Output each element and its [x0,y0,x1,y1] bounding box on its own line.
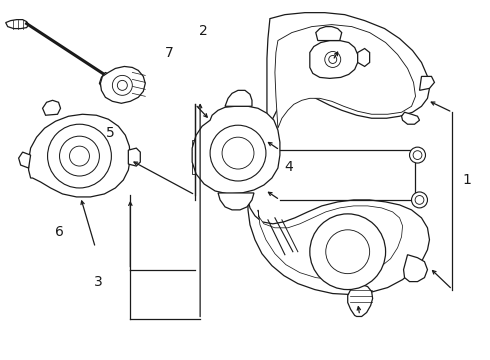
Polygon shape [218,193,254,210]
Polygon shape [404,255,427,282]
Text: 3: 3 [94,275,103,289]
Polygon shape [258,206,403,280]
Polygon shape [225,90,252,106]
Circle shape [222,137,254,169]
Circle shape [329,55,337,63]
Polygon shape [128,148,140,166]
Polygon shape [100,67,145,103]
Circle shape [112,75,132,95]
Polygon shape [6,20,28,28]
Circle shape [59,136,99,176]
Bar [192,164,208,174]
Bar [253,139,263,147]
Circle shape [70,146,90,166]
Polygon shape [192,106,280,194]
Circle shape [410,147,425,163]
Circle shape [415,195,424,204]
Polygon shape [267,13,429,148]
Polygon shape [316,27,342,41]
Text: 6: 6 [55,225,64,239]
Polygon shape [358,49,369,67]
Polygon shape [275,24,416,128]
Circle shape [325,51,341,67]
Bar [211,169,221,177]
Polygon shape [19,152,30,168]
Bar [252,159,262,167]
Circle shape [48,124,111,188]
Polygon shape [419,76,435,90]
Bar [235,179,245,187]
Polygon shape [28,114,130,197]
Circle shape [413,151,422,159]
Text: 4: 4 [285,161,294,175]
Text: 1: 1 [463,173,472,187]
Text: 2: 2 [199,24,208,38]
Circle shape [326,230,369,274]
Bar [192,152,208,162]
Polygon shape [99,72,116,90]
Circle shape [412,192,427,208]
Polygon shape [248,195,429,294]
Bar [192,140,208,150]
Polygon shape [43,100,61,115]
Polygon shape [401,112,419,124]
Circle shape [310,214,386,289]
Polygon shape [348,285,372,316]
Text: 7: 7 [165,46,173,60]
Text: 5: 5 [106,126,115,140]
Circle shape [210,125,266,181]
Polygon shape [310,41,358,78]
Circle shape [118,80,127,90]
